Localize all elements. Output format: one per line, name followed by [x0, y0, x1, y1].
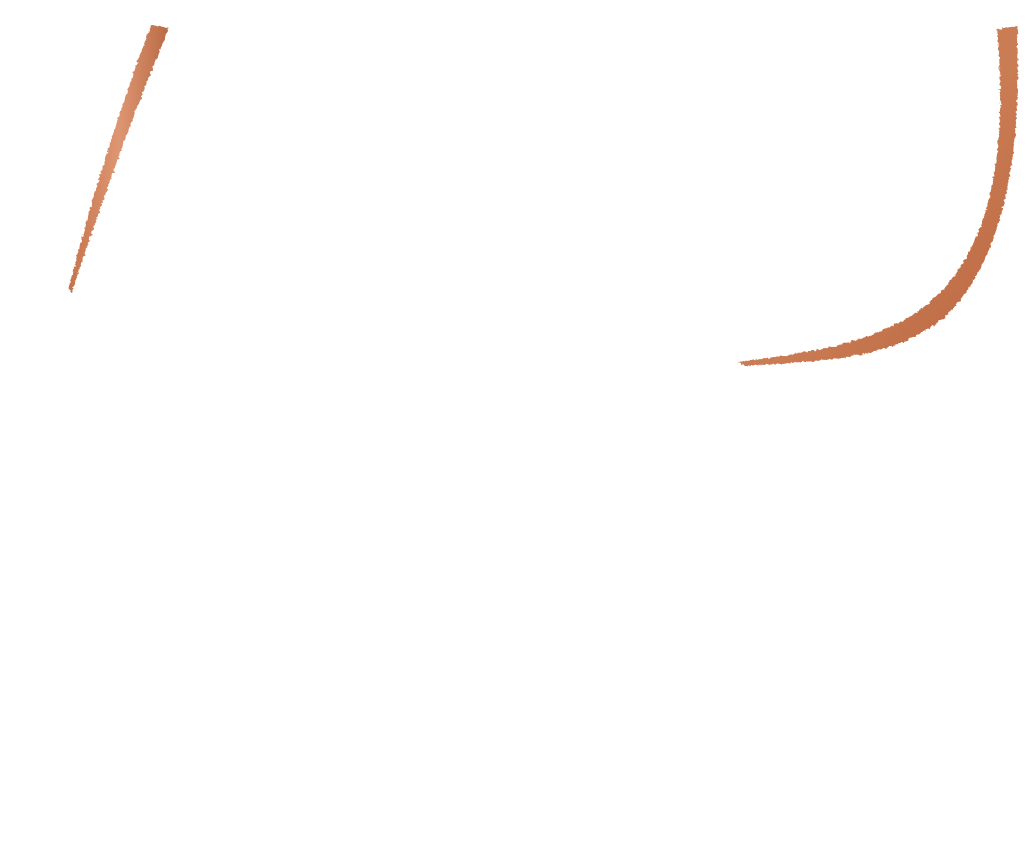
- brush-stroke-left: [68, 25, 169, 292]
